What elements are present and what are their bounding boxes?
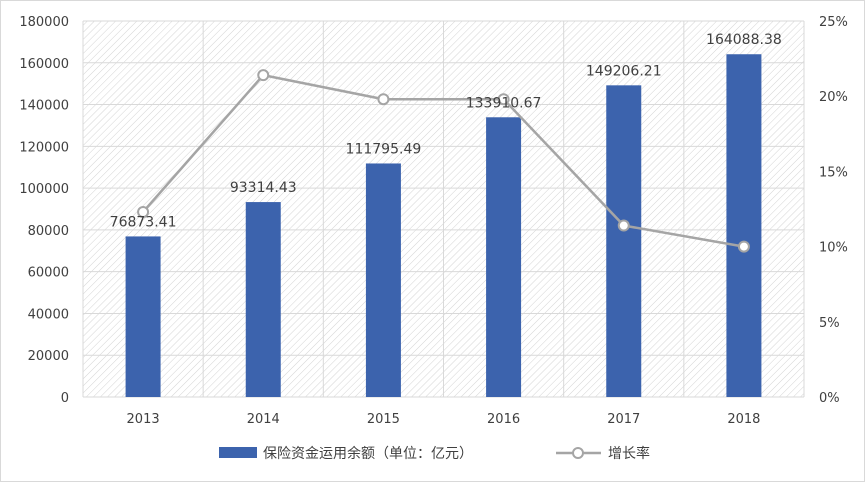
growth-marker: [137, 206, 150, 219]
left-tick-label: 0: [61, 391, 69, 406]
bar: [606, 85, 642, 398]
growth-marker: [617, 219, 630, 232]
bar-data-labels: 76873.41 93314.43 111795.49 133910.67 149206…: [110, 32, 782, 230]
right-tick-label: 0%: [819, 391, 840, 406]
x-tick-label: 2016: [487, 412, 520, 427]
left-tick-label: 100000: [19, 182, 69, 197]
bar: [245, 202, 281, 397]
bar: [726, 54, 762, 397]
x-tick-label: 2014: [247, 412, 280, 427]
left-tick-label: 120000: [19, 140, 69, 155]
left-tick-label: 160000: [19, 57, 69, 72]
bar-data-label: 76873.41: [110, 214, 177, 230]
bar-data-label: 93314.43: [230, 180, 297, 196]
x-tick-label: 2015: [367, 412, 400, 427]
left-tick-label: 60000: [28, 266, 69, 281]
x-axis: 2013 2014 2015 2016 2017 2018: [127, 412, 761, 427]
bar-data-label: 149206.21: [586, 63, 662, 79]
bar: [486, 117, 522, 398]
legend-bar-swatch: [219, 447, 257, 458]
bar-data-label: 164088.38: [706, 32, 782, 48]
right-tick-label: 15%: [819, 165, 848, 180]
bar: [365, 163, 401, 397]
bar-data-label: 133910.67: [466, 95, 542, 111]
legend-bar-label: 保险资金运用余额（单位：亿元）: [263, 445, 473, 462]
growth-marker: [377, 93, 390, 106]
growth-marker: [737, 240, 750, 253]
left-tick-label: 80000: [28, 224, 69, 239]
legend-line-label: 增长率: [608, 445, 650, 462]
right-tick-label: 5%: [819, 316, 840, 331]
x-tick-label: 2013: [127, 412, 160, 427]
growth-marker: [497, 93, 510, 106]
x-tick-label: 2017: [607, 412, 640, 427]
left-tick-label: 40000: [28, 307, 69, 322]
legend-line-marker: [572, 447, 584, 459]
growth-marker: [257, 69, 270, 82]
left-tick-label: 180000: [19, 15, 69, 30]
right-tick-label: 25%: [819, 15, 848, 30]
grid-lines: [82, 20, 805, 398]
right-tick-label: 10%: [819, 241, 848, 256]
bar-series: [125, 54, 762, 398]
left-tick-label: 140000: [19, 99, 69, 114]
bar: [125, 236, 161, 397]
x-tick-label: 2018: [727, 412, 760, 427]
line-series: [137, 69, 750, 253]
left-tick-label: 20000: [28, 349, 69, 364]
right-tick-label: 20%: [819, 90, 848, 105]
right-axis: 0% 5% 10% 15% 20% 25%: [819, 15, 848, 406]
bar-data-label: 111795.49: [346, 141, 422, 157]
legend: 保险资金运用余额（单位：亿元） 增长率: [219, 445, 650, 462]
left-axis: 0 20000 40000 60000 80000 100000 120000 140000 1…: [19, 15, 69, 406]
growth-line: [142, 73, 745, 248]
